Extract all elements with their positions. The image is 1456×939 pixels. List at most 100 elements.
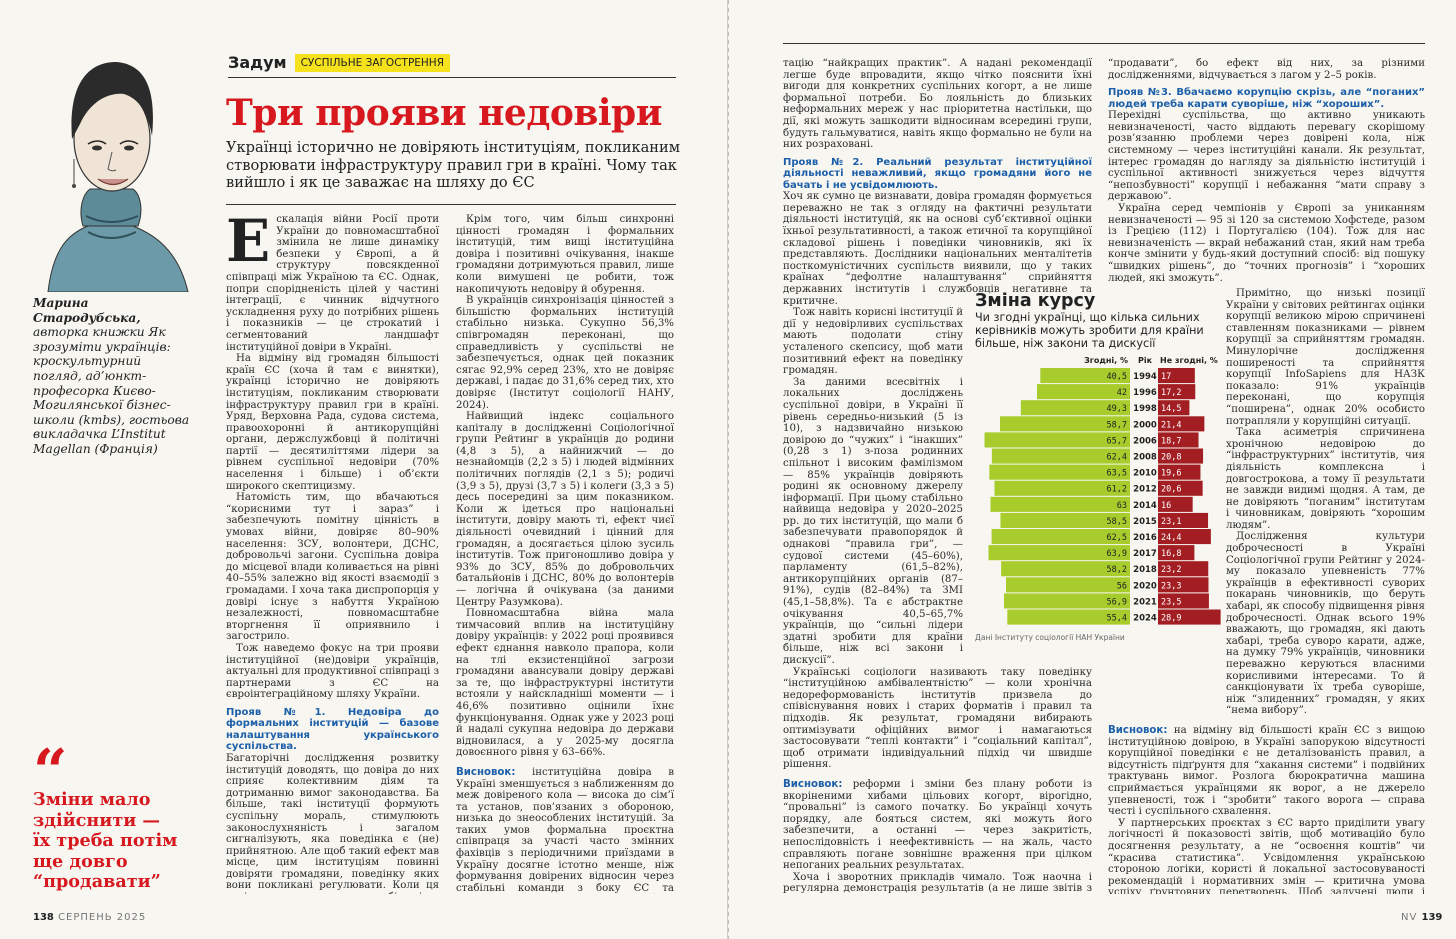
paragraph: тацію “найкращих практик”. А надані реко… — [783, 58, 1092, 151]
data-label-agree: 55,4 — [1107, 614, 1127, 624]
page-gutter — [728, 0, 729, 939]
data-label-disagree: 23,5 — [1161, 597, 1181, 607]
chart: Згодні, % Рік Не згодні, % 40,5 1994 17 42 1996… — [984, 355, 1221, 625]
right-column-3: Примітно, що низькі позиції України у св… — [1108, 288, 1425, 894]
bar-agree — [1000, 512, 1130, 528]
bar-disagree — [1158, 464, 1201, 480]
bar-agree — [994, 480, 1130, 496]
section-label: Задум — [228, 53, 287, 72]
tick-label-year: 2000 — [1133, 420, 1157, 430]
paragraph: Тож навіть корисні інституції й дії у не… — [783, 307, 963, 377]
data-label-agree: 58,5 — [1107, 517, 1127, 527]
tick-label-year: 2024 — [1133, 614, 1157, 624]
bar-agree — [1004, 593, 1130, 609]
left-page: Задум СУСПІЛЬНЕ ЗАГОСТРЕННЯ Три прояви н… — [28, 0, 728, 939]
tick-label-year: 2020 — [1133, 581, 1157, 591]
author-bio: авторка книжки Як зрозуміти українців: к… — [33, 325, 190, 456]
bar-disagree — [1158, 416, 1205, 432]
tick-label-year: 2006 — [1133, 436, 1157, 446]
bar-agree — [1020, 400, 1130, 416]
data-label-disagree: 23,2 — [1161, 565, 1181, 575]
tick-label-year: 2016 — [1133, 533, 1157, 543]
chart-title: Зміна курсу — [975, 291, 1096, 311]
subheading: Прояв №3. Вбачаємо корупцію скрізь, але … — [1108, 87, 1425, 110]
tick-label-year: 2012 — [1133, 485, 1157, 495]
data-label-disagree: 28,9 — [1161, 614, 1181, 624]
paragraph: Україна серед чемпіонів у Європі за уник… — [1108, 202, 1425, 284]
data-label-agree: 58,2 — [1107, 565, 1127, 575]
rubric: Задум СУСПІЛЬНЕ ЗАГОСТРЕННЯ — [228, 53, 450, 72]
data-label-disagree: 21,4 — [1161, 420, 1181, 430]
bar-agree — [1040, 368, 1130, 384]
bar-agree — [1000, 416, 1130, 432]
data-label-agree: 62,5 — [1107, 533, 1127, 543]
data-label-agree: 63 — [1117, 501, 1127, 511]
paragraph: Перехідні суспільства, що активно уникаю… — [1108, 110, 1425, 203]
chart-subtitle: Чи згодні українці, що кілька сильних ке… — [975, 311, 1204, 350]
bar-agree — [991, 529, 1130, 545]
conclusion-label: Висновок: — [1108, 724, 1168, 736]
folio-right: NV 139 — [1401, 912, 1442, 923]
magazine-name: NV — [1401, 912, 1418, 923]
paragraph: Українські соціологи називають таку пове… — [783, 666, 1092, 771]
article-title: Три прояви недовіри — [226, 92, 662, 134]
tick-label-year: 2015 — [1133, 517, 1157, 527]
data-label-disagree: 14,5 — [1161, 404, 1181, 414]
bar-disagree — [1158, 448, 1204, 464]
paragraph: У партнерських проєктах з ЄС варто приді… — [1108, 817, 1425, 894]
paragraph: Крім того, чим більш синхронні цінності … — [456, 214, 674, 295]
bar-agree — [1007, 609, 1130, 625]
bar-agree — [991, 448, 1130, 464]
drop-cap: Е — [226, 214, 271, 275]
top-rule — [783, 43, 1425, 44]
data-label-disagree: 20,8 — [1161, 453, 1181, 463]
conclusion-label: Висновок: — [456, 766, 516, 778]
data-label-disagree: 23,1 — [1161, 517, 1181, 527]
data-label-agree: 56 — [1117, 581, 1127, 591]
paragraph: Найвищий індекс соціального капіталу в д… — [456, 411, 674, 608]
data-label-agree: 63,5 — [1107, 469, 1127, 479]
folio-left: 138 СЕРПЕНЬ 2025 — [33, 912, 146, 923]
bar-agree — [984, 432, 1130, 448]
author-portrait — [28, 44, 193, 292]
bar-disagree — [1158, 368, 1195, 384]
bar-agree — [990, 496, 1130, 512]
paragraph: На відміну від громадян більшості країн … — [226, 353, 439, 492]
chart-header-year: Рік — [1138, 355, 1153, 365]
data-label-disagree: 17 — [1161, 372, 1171, 382]
tick-label-year: 1996 — [1133, 388, 1157, 398]
bar-disagree — [1158, 400, 1190, 416]
paragraph: Така асиметрія спричинена хронічною недо… — [1226, 427, 1425, 531]
paragraph: За даними всесвітніх і локальних дослідж… — [783, 376, 963, 666]
data-label-disagree: 16 — [1161, 501, 1171, 511]
paragraph: Примітно, що низькі позиції України у св… — [1226, 288, 1425, 427]
conclusion-text: на відміну від більшості країн ЄС з вищо… — [1108, 724, 1425, 818]
paragraph: скалація війни Росії проти України до по… — [226, 214, 439, 353]
bar-disagree — [1158, 496, 1193, 512]
right-column-2: “продавати”, бо ефект від них, за різним… — [1108, 58, 1425, 288]
conclusion-text: реформи і зміни без плану роботи із вкор… — [783, 778, 1092, 872]
data-label-agree: 49,3 — [1107, 404, 1127, 414]
subheading: Прояв №1. Недовіра до формальних інститу… — [226, 706, 439, 753]
tick-label-year: 2018 — [1133, 565, 1157, 575]
paragraph: Тож наведемо фокус на три прояви інститу… — [226, 642, 439, 701]
data-label-disagree: 19,6 — [1161, 469, 1181, 479]
right-column-1: тацію “найкращих практик”. А надані реко… — [783, 58, 1092, 894]
data-label-disagree: 24,4 — [1161, 533, 1181, 543]
data-label-disagree: 16,8 — [1161, 549, 1181, 559]
data-label-disagree: 23,3 — [1161, 581, 1181, 591]
data-label-disagree: 20,6 — [1161, 485, 1181, 495]
bar-disagree — [1158, 609, 1221, 625]
paragraph: Натомість тим, що вбачаються “корисними … — [226, 492, 439, 643]
header-rule — [228, 77, 676, 78]
page-number: 138 — [33, 912, 54, 923]
lead-rule — [226, 204, 676, 205]
data-label-agree: 42 — [1117, 388, 1127, 398]
left-column-2: Крім того, чим більш синхронні цінності … — [456, 214, 674, 894]
paragraph: Багаторічні дослідження розвитку інститу… — [226, 752, 439, 894]
bar-disagree — [1158, 384, 1196, 400]
data-label-agree: 62,4 — [1107, 453, 1127, 463]
bar-agree — [1006, 577, 1130, 593]
paragraph: Хоча і зворотних прикладів чимало. Тож н… — [783, 871, 1092, 894]
paragraph: Хоч як сумно це визнавати, довіра громад… — [783, 191, 1092, 307]
